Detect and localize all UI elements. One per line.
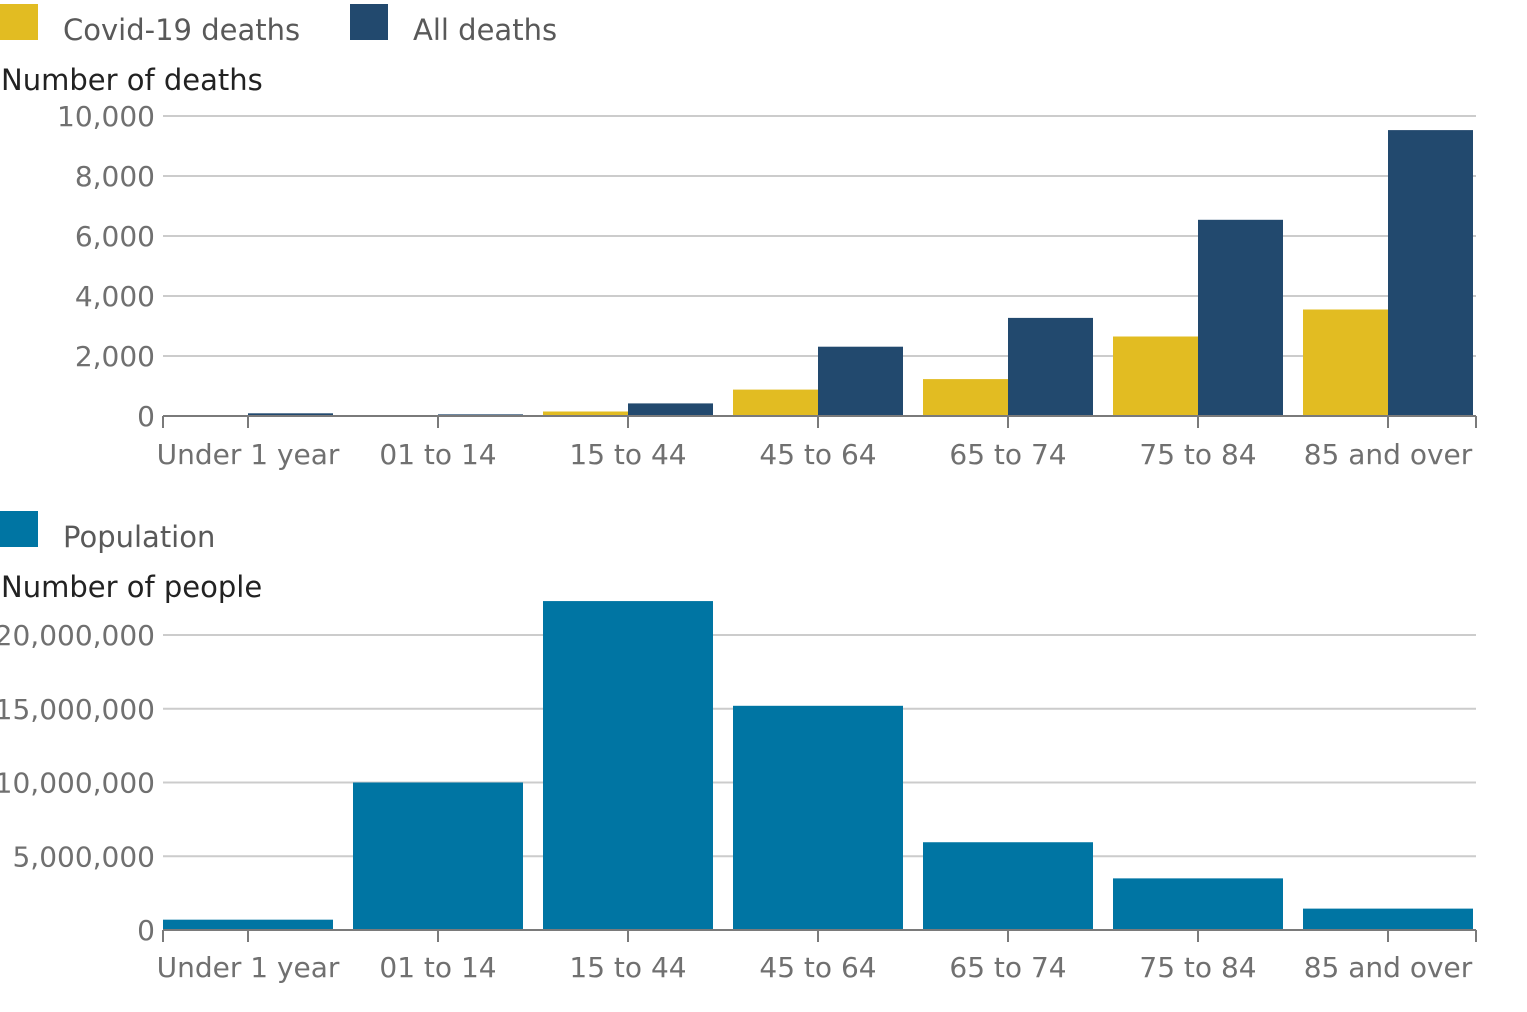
x-tick-label-population-4: 45 to 64 bbox=[759, 951, 876, 984]
bar-deaths-1-4 bbox=[733, 389, 818, 416]
bar-deaths-2-5 bbox=[1008, 317, 1093, 416]
x-tick-label-population-1: Under 1 year bbox=[157, 951, 340, 984]
legend-label-deaths-1: Covid-19 deaths bbox=[63, 13, 300, 47]
bar-population-3 bbox=[543, 601, 713, 930]
x-tick-label-deaths-2: 01 to 14 bbox=[379, 438, 496, 471]
bar-deaths-1-6 bbox=[1113, 336, 1198, 416]
x-tick-label-population-3: 15 to 44 bbox=[569, 951, 686, 984]
x-tick-label-population-5: 65 to 74 bbox=[949, 951, 1066, 984]
bar-population-1 bbox=[163, 919, 333, 930]
y-tick-label-population-1: 5,000,000 bbox=[12, 840, 155, 873]
bar-deaths-2-3 bbox=[628, 403, 713, 416]
y-tick-label-population-0: 0 bbox=[137, 914, 155, 947]
x-tick-label-population-2: 01 to 14 bbox=[379, 951, 496, 984]
bar-deaths-2-7 bbox=[1388, 130, 1473, 416]
y-tick-label-deaths-3: 6,000 bbox=[75, 220, 155, 253]
bar-population-7 bbox=[1303, 908, 1473, 930]
bar-population-5 bbox=[923, 842, 1093, 930]
x-tick-label-deaths-3: 15 to 44 bbox=[569, 438, 686, 471]
y-tick-label-population-3: 15,000,000 bbox=[0, 693, 155, 726]
x-tick-label-deaths-5: 65 to 74 bbox=[949, 438, 1066, 471]
bar-deaths-1-3 bbox=[543, 411, 628, 416]
y-tick-label-deaths-2: 4,000 bbox=[75, 280, 155, 313]
legend-swatch-deaths-2 bbox=[350, 4, 388, 40]
y-tick-label-deaths-0: 0 bbox=[137, 400, 155, 433]
x-tick-label-deaths-6: 75 to 84 bbox=[1139, 438, 1256, 471]
x-tick-label-deaths-7: 85 and over bbox=[1304, 438, 1473, 471]
legend-label-population-1: Population bbox=[63, 520, 215, 554]
bar-deaths-1-7 bbox=[1303, 309, 1388, 416]
bar-population-4 bbox=[733, 705, 903, 930]
x-tick-label-deaths-1: Under 1 year bbox=[157, 438, 340, 471]
y-tick-label-population-4: 20,000,000 bbox=[0, 619, 155, 652]
y-tick-label-population-2: 10,000,000 bbox=[0, 767, 155, 800]
y-axis-label-deaths: Number of deaths bbox=[1, 63, 263, 97]
legend-swatch-population-1 bbox=[0, 511, 38, 547]
y-axis-label-population: Number of people bbox=[1, 570, 262, 604]
bar-population-6 bbox=[1113, 878, 1283, 930]
bar-deaths-2-4 bbox=[818, 346, 903, 416]
bar-deaths-1-5 bbox=[923, 379, 1008, 416]
y-tick-label-deaths-5: 10,000 bbox=[57, 100, 155, 133]
bar-deaths-2-1 bbox=[248, 413, 333, 416]
bar-population-2 bbox=[353, 782, 523, 930]
legend-swatch-deaths-1 bbox=[0, 4, 38, 40]
y-tick-label-deaths-1: 2,000 bbox=[75, 340, 155, 373]
y-tick-label-deaths-4: 8,000 bbox=[75, 160, 155, 193]
x-tick-label-population-6: 75 to 84 bbox=[1139, 951, 1256, 984]
legend-label-deaths-2: All deaths bbox=[413, 13, 557, 47]
x-tick-label-population-7: 85 and over bbox=[1304, 951, 1473, 984]
x-tick-label-deaths-4: 45 to 64 bbox=[759, 438, 876, 471]
bar-deaths-2-6 bbox=[1198, 219, 1283, 416]
